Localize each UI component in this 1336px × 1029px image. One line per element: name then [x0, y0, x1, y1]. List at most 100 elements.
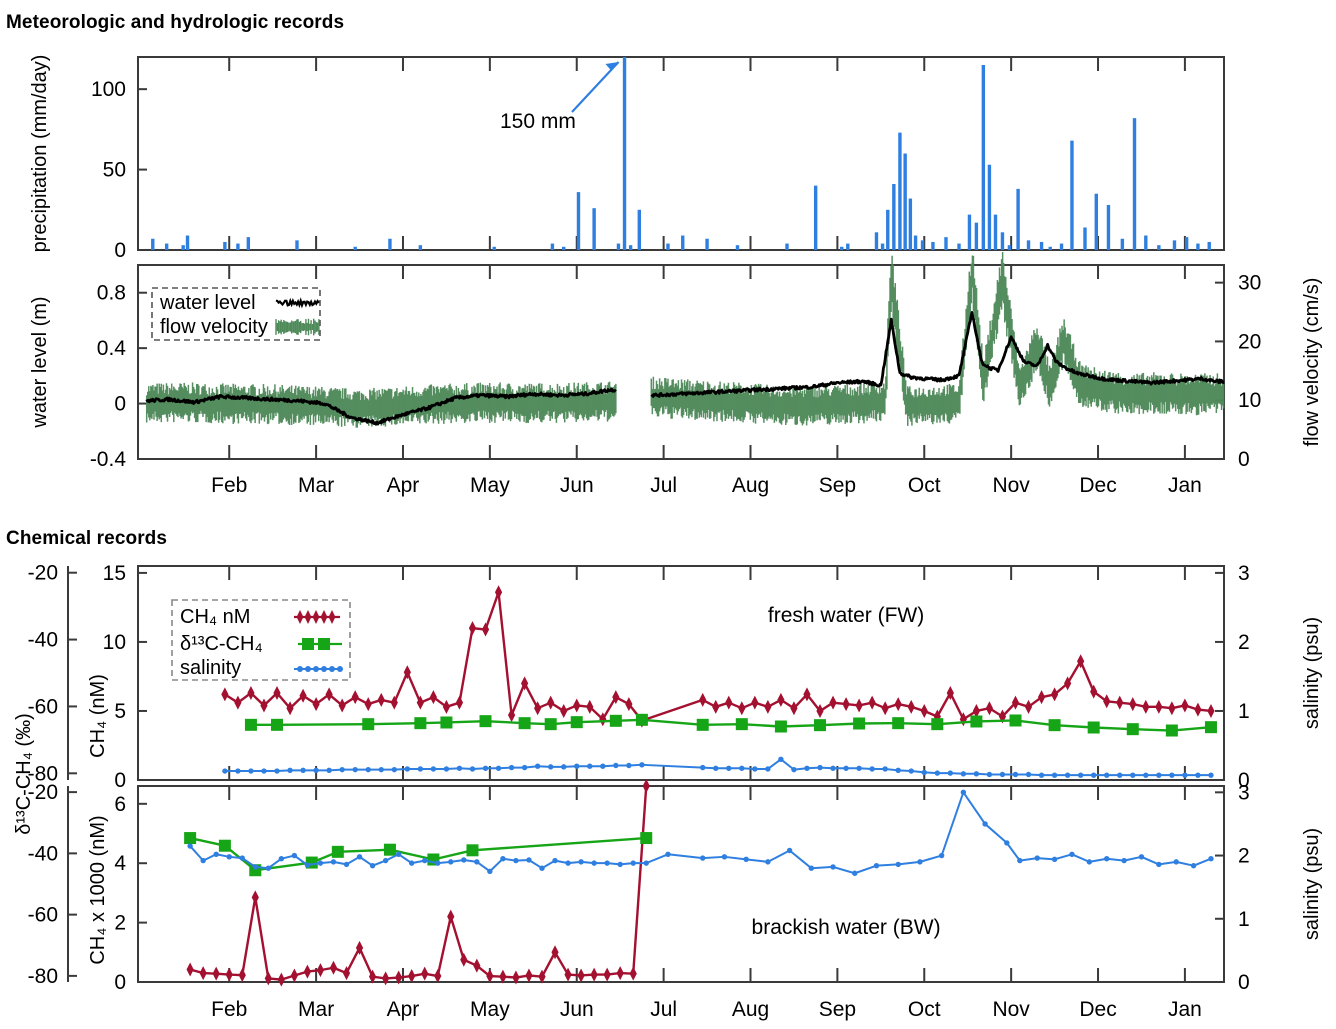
data-point-salinity: [986, 771, 993, 778]
data-point-salinity: [700, 855, 706, 861]
data-point-d13c: [853, 717, 866, 730]
data-point-salinity: [304, 862, 311, 868]
data-point-ch4: [1129, 697, 1137, 712]
data-point-ch4: [803, 687, 811, 702]
data-point-salinity: [1182, 772, 1188, 778]
data-point-salinity: [1104, 772, 1110, 778]
data-point-ch4: [481, 622, 490, 637]
data-point-d13c: [635, 713, 648, 726]
data-point-ch4: [777, 692, 785, 707]
data-point-salinity: [487, 868, 493, 875]
legend-swatch-ch4: [296, 610, 304, 624]
data-point-ch4: [447, 909, 455, 924]
data-point-ch4: [1181, 698, 1189, 713]
legend-label-flow-velocity: flow velocity: [160, 316, 268, 338]
fw-salinity-axis-label: salinity (psu): [1301, 617, 1323, 729]
data-point-d13c: [362, 718, 375, 731]
data-point-salinity: [843, 765, 849, 771]
data-point-ch4: [1207, 703, 1215, 718]
ch4-x1000-axis-label: CH₄ x 1000 (nM): [87, 815, 109, 964]
waterlevel-ytick-label: 0: [114, 393, 126, 416]
data-point-ch4: [573, 698, 581, 713]
data-point-salinity: [300, 767, 306, 774]
data-point-salinity: [565, 860, 571, 866]
data-point-salinity: [786, 847, 793, 854]
data-point-ch4: [395, 970, 403, 985]
data-point-d13c: [1126, 723, 1139, 736]
data-point-salinity: [1173, 859, 1179, 865]
data-point-ch4: [764, 699, 772, 714]
data-point-d13c: [544, 718, 557, 731]
data-point-salinity: [1156, 772, 1162, 778]
data-point-ch4: [985, 701, 994, 716]
waterlevel-plot-frame: [137, 264, 1225, 460]
data-point-salinity: [791, 766, 797, 773]
legend-label-ch4: CH₄ nM: [180, 606, 250, 628]
data-point-salinity: [643, 860, 649, 866]
data-point-salinity: [665, 851, 671, 857]
data-point-salinity: [765, 859, 771, 865]
data-point-ch4: [1090, 684, 1098, 699]
precipitation-plot-frame: [137, 56, 1225, 251]
bw-ch4-ytick-label: 6: [114, 793, 126, 816]
data-point-salinity: [808, 865, 815, 871]
data-point-ch4: [946, 686, 954, 701]
month-label: Dec: [1079, 998, 1116, 1021]
legend-swatch-ch4: [320, 610, 328, 624]
series-salinity: [187, 789, 1214, 876]
data-point-salinity: [365, 766, 371, 773]
flowvelocity-ytick-label: 20: [1238, 330, 1261, 353]
flow-velocity-axis-label: flow velocity (cm/s): [1301, 278, 1323, 447]
month-label: Jun: [560, 998, 594, 1021]
data-point-d13c: [1204, 721, 1217, 734]
precipitation-annotation-arrowhead: [605, 62, 619, 71]
data-point-salinity: [604, 860, 610, 866]
bw-salinity-ytick-label: 0: [1238, 971, 1250, 994]
data-point-salinity: [239, 855, 245, 861]
data-point-ch4: [234, 695, 242, 710]
data-point-salinity: [700, 764, 706, 771]
data-point-ch4: [1116, 695, 1124, 710]
month-label: Jan: [1168, 998, 1202, 1021]
month-label: May: [470, 474, 510, 497]
data-point-ch4: [312, 697, 320, 712]
data-point-ch4: [1168, 701, 1176, 716]
data-point-salinity: [226, 854, 232, 860]
data-point-d13c: [970, 715, 983, 728]
data-point-salinity: [1130, 772, 1136, 778]
month-label: Mar: [298, 998, 334, 1021]
month-label: Jul: [650, 998, 677, 1021]
data-point-salinity: [1004, 840, 1010, 846]
fw-ch4-ytick-label: 0: [114, 769, 126, 792]
month-label: Nov: [992, 474, 1030, 497]
flowvelocity-ytick-label: 30: [1238, 272, 1261, 295]
data-point-salinity: [278, 856, 285, 862]
data-point-salinity: [404, 766, 411, 772]
brackish-water-annotation: brackish water (BW): [752, 916, 941, 939]
data-point-salinity: [469, 766, 476, 772]
data-point-salinity: [778, 756, 784, 762]
data-point-ch4: [603, 967, 611, 982]
data-point-salinity: [482, 765, 489, 771]
data-point-salinity: [600, 763, 606, 769]
flowvelocity-ytick-label: 10: [1238, 389, 1261, 412]
data-point-ch4: [1155, 699, 1163, 714]
data-point-ch4: [842, 697, 850, 712]
data-point-ch4: [408, 969, 416, 984]
data-point-ch4: [325, 687, 333, 702]
data-point-ch4: [251, 890, 259, 905]
data-point-ch4: [612, 690, 620, 705]
data-point-ch4: [751, 695, 759, 710]
fw-salinity-ytick-label: 2: [1238, 631, 1250, 654]
data-point-salinity: [895, 861, 901, 868]
data-point-ch4: [1011, 695, 1020, 710]
data-point-salinity: [982, 821, 988, 827]
data-point-ch4: [247, 686, 255, 701]
data-point-salinity: [1086, 859, 1093, 865]
data-point-salinity: [343, 861, 350, 868]
data-point-salinity: [1038, 772, 1045, 778]
data-point-salinity: [252, 864, 258, 870]
data-point-salinity: [908, 768, 914, 774]
data-point-ch4: [225, 967, 233, 982]
